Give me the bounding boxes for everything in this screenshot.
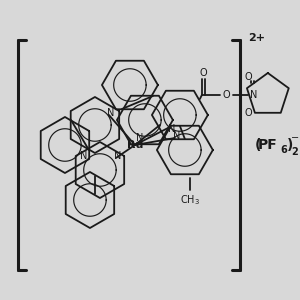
Text: Ru: Ru <box>127 140 143 150</box>
Text: O: O <box>244 108 252 118</box>
Text: 2+: 2+ <box>248 33 265 43</box>
Text: N: N <box>114 151 122 161</box>
Text: PF: PF <box>258 138 278 152</box>
Text: O: O <box>244 72 252 82</box>
Text: ): ) <box>286 138 293 152</box>
Text: O: O <box>199 68 207 78</box>
Text: 6: 6 <box>280 145 287 155</box>
Text: 2: 2 <box>291 147 298 157</box>
Text: N: N <box>107 108 115 118</box>
Text: N: N <box>250 90 257 100</box>
Text: CH$_3$: CH$_3$ <box>180 193 200 207</box>
Text: −: − <box>291 133 299 143</box>
Text: (: ( <box>255 138 261 152</box>
Text: N: N <box>136 133 144 143</box>
Text: N: N <box>80 151 88 161</box>
Text: N: N <box>173 131 181 141</box>
Text: N: N <box>168 124 175 134</box>
Text: O: O <box>222 90 230 100</box>
